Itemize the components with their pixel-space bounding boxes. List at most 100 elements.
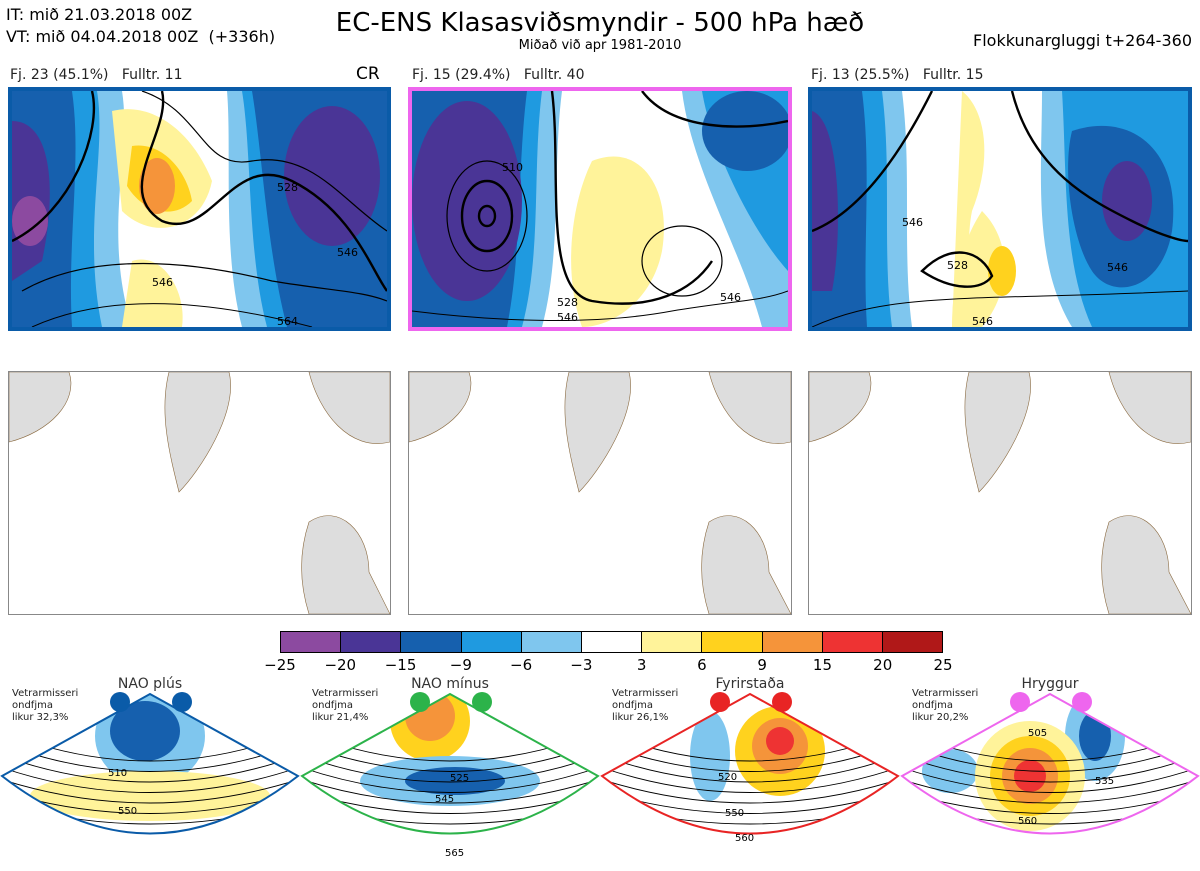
regime-map: 525 545 565 (300, 692, 600, 859)
regime-map: 520 550 560 (600, 692, 900, 844)
regime-panel: 525 545 565 NAO mínus Vetrarmisseri ondfjma … (300, 676, 600, 871)
regime-panel: 520 550 560 Fyrirstaða Vetrarmisseri ondfjma… (600, 676, 900, 871)
contour-label: 546 (152, 276, 173, 289)
height-contour (602, 754, 898, 783)
regime-title: NAO plús (117, 676, 183, 692)
anomaly-shading (405, 767, 505, 795)
cluster-2-land-map (408, 371, 792, 615)
height-contour (902, 754, 1198, 783)
classification-window: Flokkunargluggi t+264-360 (973, 31, 1192, 50)
regime-marker-icon (772, 692, 792, 712)
regime-title: Fyrirstaða (715, 676, 785, 692)
regime-outline (900, 692, 1200, 835)
height-contour (302, 778, 598, 804)
regime-outline (300, 692, 600, 835)
colorbar (280, 631, 943, 653)
regime-marker-icon (110, 692, 130, 712)
contour-label: 505 (1028, 728, 1047, 739)
contour-label: 546 (720, 291, 741, 304)
contour-label: 535 (1095, 776, 1114, 787)
contour-label: 564 (277, 315, 298, 327)
contour-label: 560 (735, 833, 754, 844)
init-time: IT: mið 21.03.2018 00Z (6, 5, 193, 24)
cluster-3-label: Fj. 13 (25.5%) Fulltr. 15 (811, 67, 984, 83)
cluster-1-tag: CR (356, 64, 380, 84)
height-contour (302, 766, 598, 793)
colorbar-swatch (521, 632, 582, 652)
height-contour (602, 778, 898, 804)
cluster-3-map: 546 528 546 546 (808, 87, 1192, 331)
contour-label: 550 (725, 808, 744, 819)
height-contour (302, 754, 598, 783)
regime-panel: 510 550 NAO plús Vetrarmisseri ondfjma liku… (0, 676, 300, 871)
cluster-1-map: 528 546 546 564 (8, 87, 391, 331)
valid-time: VT: mið 04.04.2018 00Z (+336h) (6, 27, 276, 46)
colorbar-tick-label: −20 (324, 656, 357, 674)
colorbar-swatch (822, 632, 883, 652)
colorbar-swatch (642, 632, 703, 652)
page-title: EC-ENS Klasasviðsmyndir - 500 hPa hæð (335, 8, 865, 38)
contour-label: 546 (972, 315, 993, 327)
regime-marker-icon (710, 692, 730, 712)
anomaly-shading (766, 727, 794, 755)
contour-label: 528 (557, 296, 578, 309)
colorbar-tick-label: −25 (264, 656, 296, 674)
cluster-2-anomaly-field: 510 528 546 546 (412, 91, 788, 327)
colorbar-swatch (461, 632, 522, 652)
regime-panel: 505 535 560 Hryggur Vetrarmisseri ondfjma li… (900, 676, 1200, 871)
colorbar-swatch (281, 632, 342, 652)
regime-title: NAO mínus (411, 676, 489, 692)
contour-label: 528 (277, 181, 298, 194)
regime-map: 505 535 560 (900, 692, 1200, 835)
cluster-3-anomaly-field: 546 528 546 546 (812, 91, 1188, 327)
colorbar-swatch (882, 632, 943, 652)
cluster-2-label: Fj. 15 (29.4%) Fulltr. 40 (412, 67, 585, 83)
contour-label: 546 (902, 216, 923, 229)
colorbar-tick-label: −15 (384, 656, 417, 674)
contour-label: 545 (435, 794, 454, 805)
height-contour (2, 766, 298, 793)
anomaly-shading (110, 701, 180, 761)
colorbar-tick-label: −9 (449, 656, 472, 674)
contour-label: 510 (502, 161, 523, 174)
colorbar-swatch (581, 632, 643, 652)
contour-label: 546 (1107, 261, 1128, 274)
regime-probability: Vetrarmisseri ondfjma likur 26,1% (612, 688, 679, 723)
regime-title: Hryggur (1021, 676, 1079, 692)
contour-label: 550 (118, 806, 137, 817)
colorbar-tick-label: 6 (697, 656, 707, 674)
header-info: IT: mið 21.03.2018 00Z VT: mið 04.04.201… (6, 4, 275, 48)
regime-marker-icon (1072, 692, 1092, 712)
regime-marker-icon (172, 692, 192, 712)
colorbar-tick-label: 3 (636, 656, 647, 674)
anomaly-shading (922, 749, 978, 793)
contour-label: 546 (337, 246, 358, 259)
regime-outline (600, 692, 900, 835)
contour-label: 565 (445, 848, 464, 859)
colorbar-tick-label: 20 (873, 656, 893, 674)
contour-label: 510 (108, 768, 127, 779)
land-outline (409, 372, 791, 614)
colorbar-swatch (702, 632, 763, 652)
colorbar-swatch (762, 632, 823, 652)
height-contour (602, 766, 898, 793)
cluster-3-land-map (808, 371, 1192, 615)
height-contour (2, 754, 298, 783)
regime-probability: Vetrarmisseri ondfjma likur 21,4% (312, 688, 379, 723)
colorbar-tick-label: −6 (510, 656, 533, 674)
anomaly-shading (30, 771, 270, 821)
anomaly-shading (690, 711, 730, 801)
contour-label: 528 (947, 259, 968, 272)
cluster-1-label: Fj. 23 (45.1%) Fulltr. 11 (10, 67, 183, 83)
regime-marker-icon (472, 692, 492, 712)
cluster-1-anomaly-field: 528 546 546 564 (12, 91, 387, 327)
contour-label: 560 (1018, 816, 1037, 827)
colorbar-tick-label: 25 (933, 656, 953, 674)
regime-probability: Vetrarmisseri ondfjma likur 20,2% (912, 688, 979, 723)
regime-probability: Vetrarmisseri ondfjma likur 32,3% (12, 688, 79, 723)
land-outline (809, 372, 1191, 614)
colorbar-tick-label: −3 (570, 656, 593, 674)
height-contour (902, 778, 1198, 804)
regime-marker-icon (1010, 692, 1030, 712)
height-contour (902, 766, 1198, 793)
